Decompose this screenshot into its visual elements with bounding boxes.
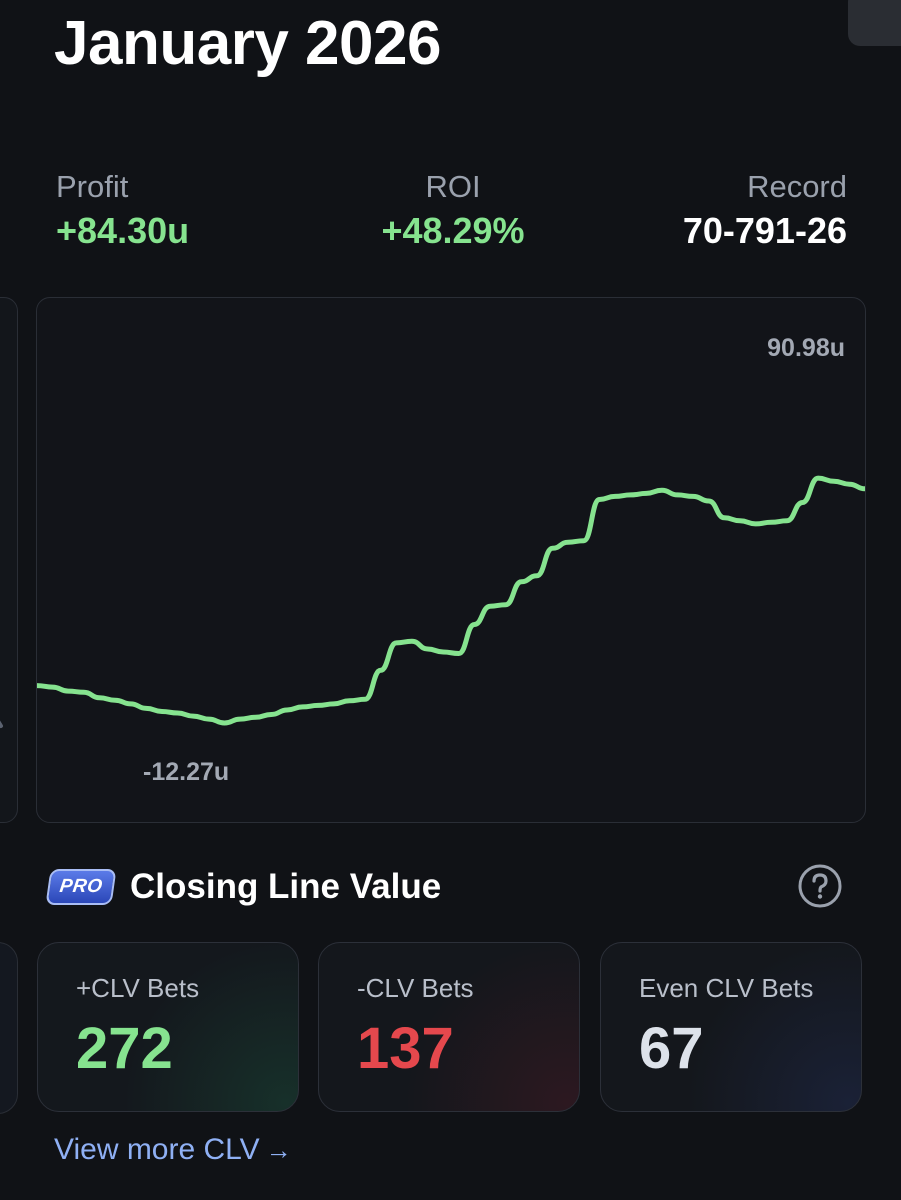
pro-badge: PRO <box>45 869 117 905</box>
pro-badge-label: PRO <box>58 876 104 897</box>
even-clv-label: Even CLV Bets <box>639 973 814 1003</box>
profit-value: +84.30u <box>56 210 190 251</box>
view-more-clv-link[interactable]: View more CLV → <box>54 1133 292 1167</box>
profit-stat: Profit +84.30u <box>56 168 189 254</box>
even-clv-card[interactable]: Even CLV Bets 67 <box>600 942 862 1112</box>
profit-series-line <box>37 475 865 726</box>
positive-clv-card[interactable]: +CLV Bets 272 <box>37 942 299 1112</box>
roi-label: ROI <box>425 169 481 204</box>
profit-line-chart <box>37 475 865 726</box>
previous-chart-line <box>0 720 3 728</box>
clv-section-title: Closing Line Value <box>130 867 442 906</box>
negative-clv-value: 137 <box>357 1016 454 1081</box>
top-right-tab[interactable] <box>848 0 901 46</box>
roi-stat: ROI +48.29% <box>368 168 538 254</box>
record-stat: Record 70-791-26 <box>683 168 847 254</box>
even-clv-value: 67 <box>639 1016 704 1081</box>
positive-clv-value: 272 <box>76 1016 173 1081</box>
previous-month-chart-card[interactable] <box>0 297 18 823</box>
record-value: 70-791-26 <box>682 210 847 251</box>
profit-label: Profit <box>56 169 129 204</box>
clv-section-header: PRO Closing Line Value <box>45 862 442 912</box>
page-title: January 2026 <box>54 9 441 78</box>
roi-value: +48.29% <box>381 210 525 251</box>
negative-clv-card[interactable]: -CLV Bets 137 <box>318 942 580 1112</box>
chart-min-label: -12.27u <box>143 758 230 786</box>
negative-clv-label: -CLV Bets <box>357 973 474 1003</box>
arrow-right-icon: → <box>265 1134 292 1165</box>
positive-clv-label: +CLV Bets <box>76 973 200 1003</box>
previous-clv-card[interactable] <box>0 942 18 1114</box>
question-circle-icon[interactable] <box>797 863 843 909</box>
chart-max-label: 90.98u <box>767 334 845 362</box>
view-more-clv-label: View more CLV <box>54 1133 260 1166</box>
profit-chart-card[interactable]: 90.98u -12.27u <box>36 297 866 823</box>
record-label: Record <box>747 169 847 204</box>
